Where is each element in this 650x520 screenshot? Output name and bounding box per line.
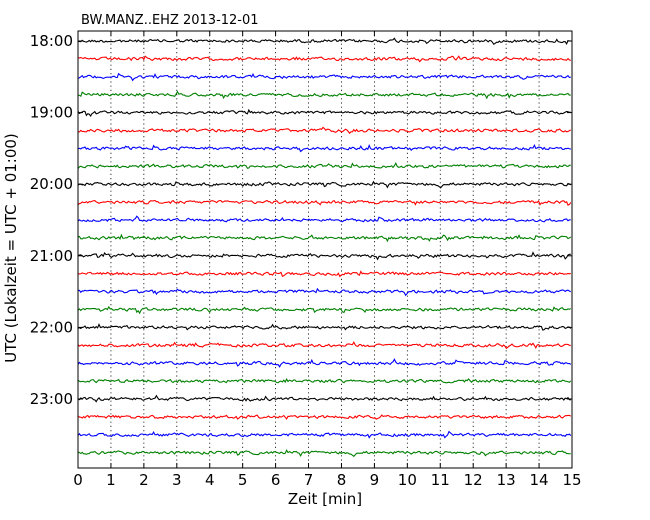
y-axis-label: UTC (Lokalzeit = UTC + 01:00): [2, 133, 20, 363]
trace-1830: [77, 72, 571, 82]
x-tick-label: 4: [205, 471, 215, 489]
trace-2030: [77, 215, 571, 223]
x-tick-label: 3: [172, 471, 182, 489]
x-tick-label: 6: [271, 471, 281, 489]
trace-2200: [77, 323, 572, 331]
y-tick-label: 22:00: [30, 318, 73, 336]
trace-1845: [77, 90, 571, 100]
trace-2345: [77, 449, 571, 458]
trace-1900: [77, 108, 571, 117]
x-tick-label: 2: [139, 471, 149, 489]
x-tick-label: 12: [464, 471, 483, 489]
y-tick-label: 19:00: [30, 104, 73, 122]
trace-2015: [77, 199, 572, 206]
seismic-traces: [77, 37, 572, 458]
vertical-gridlines: [110, 31, 540, 468]
y-axis: 18:00 19:00 20:00 21:00 22:00 23:00: [30, 32, 572, 408]
trace-2045: [77, 233, 572, 243]
trace-1915: [77, 126, 572, 135]
y-tick-label: 21:00: [30, 247, 73, 265]
trace-2245: [77, 378, 572, 384]
chart-title: BW.MANZ..EHZ 2013-12-01: [81, 13, 259, 28]
trace-1815: [77, 55, 572, 63]
trace-2100: [77, 251, 571, 261]
trace-2330: [77, 430, 572, 439]
trace-1800: [77, 37, 571, 46]
trace-2000: [77, 180, 572, 189]
trace-2215: [77, 341, 571, 350]
trace-1930: [77, 143, 571, 153]
trace-2230: [77, 358, 572, 368]
x-tick-label: 10: [398, 471, 417, 489]
x-tick-label: 13: [497, 471, 516, 489]
trace-2300: [77, 394, 571, 403]
trace-2115: [77, 270, 571, 278]
y-tick-label: 20:00: [30, 175, 73, 193]
x-tick-label: 0: [73, 471, 83, 489]
y-tick-label: 23:00: [30, 390, 73, 408]
trace-1945: [77, 162, 571, 170]
x-tick-label: 9: [370, 471, 380, 489]
x-tick-label: 8: [337, 471, 347, 489]
x-tick-label: 14: [530, 471, 549, 489]
x-tick-label: 1: [106, 471, 116, 489]
trace-2315: [77, 414, 572, 420]
trace-2130: [77, 287, 572, 297]
x-tick-label: 15: [562, 471, 581, 489]
y-tick-label: 18:00: [30, 32, 73, 50]
trace-2145: [77, 305, 572, 315]
x-axis-label: Zeit [min]: [288, 490, 362, 508]
x-tick-label: 7: [304, 471, 314, 489]
x-tick-label: 5: [238, 471, 248, 489]
plot-frame: [77, 30, 573, 469]
x-tick-label: 11: [431, 471, 450, 489]
x-axis: 0 1 2 3 4 5 6 7 8 9 10 11 12 13 14 15: [73, 31, 582, 489]
